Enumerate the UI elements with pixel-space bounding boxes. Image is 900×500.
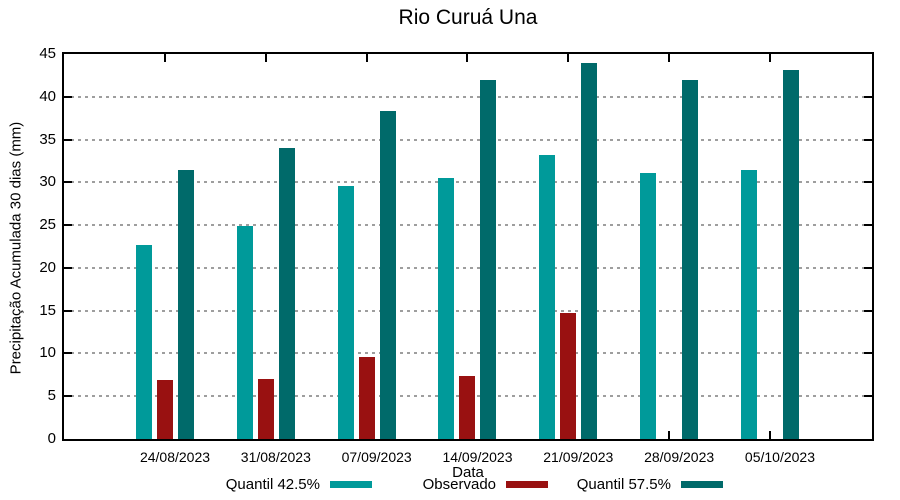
y-tick-left-20 [64,266,72,269]
y-tick-left-25 [64,224,72,227]
x-tick-label-05-10-2023: 05/10/2023 [744,449,815,465]
y-tick-label-10: 10 [39,344,56,362]
gridline-y-20 [64,266,872,269]
bar-quantil-42-5-31-08-2023 [236,225,253,439]
bar-observado-14-09-2023 [459,375,476,439]
y-tick-left-35 [64,138,72,141]
x-tick-top-31-08-2023 [264,54,267,62]
x-tick-top-21-09-2023 [567,54,570,62]
y-tick-label-30: 30 [39,173,56,191]
x-tick-label-21-09-2023: 21/09/2023 [543,449,614,465]
chart-title: Rio Curuá Una [398,6,538,29]
x-tick-label-14-09-2023: 14/09/2023 [442,449,513,465]
bar-quantil-57-5-05-10-2023 [782,70,799,439]
x-tick-bottom-28-09-2023 [668,431,671,439]
bar-observado-31-08-2023 [257,379,274,439]
x-tick-bottom-05-10-2023 [768,431,771,439]
y-tick-label-5: 5 [47,387,56,405]
legend-item-quantil-42-5: Quantil 42.5% [225,475,372,493]
x-tick-top-24-08-2023 [164,54,166,62]
y-tick-right-35 [864,138,872,141]
y-tick-left-5 [64,395,72,398]
legend-swatch-quantil-42-5 [330,480,372,488]
x-tick-top-05-10-2023 [768,54,771,62]
y-tick-right-15 [864,309,872,312]
bar-observado-07-09-2023 [358,356,375,439]
x-axis-label: Data [452,464,484,481]
y-tick-label-15: 15 [39,301,56,319]
y-tick-label-40: 40 [39,87,56,105]
gridline-y-10 [64,352,872,355]
y-tick-label-35: 35 [39,130,56,148]
x-tick-label-28-09-2023: 28/09/2023 [644,449,715,465]
plot-area [62,52,874,441]
x-tick-label-24-08-2023: 24/08/2023 [139,449,211,465]
legend-label-quantil-42-5: Quantil 42.5% [225,475,320,493]
legend-item-quantil-57-5: Quantil 57.5% [576,475,723,493]
bar-quantil-57-5-24-08-2023 [178,169,194,439]
gridline-y-35 [64,138,872,141]
y-tick-label-45: 45 [39,45,56,62]
y-axis-label: Precipitação Acumulada 30 dias (mm) [7,121,25,375]
y-tick-right-40 [864,95,872,98]
gridline-y-40 [64,95,872,98]
bar-quantil-57-5-07-09-2023 [379,111,396,439]
bar-observado-24-08-2023 [157,379,173,439]
y-tick-left-10 [64,352,72,355]
bar-quantil-42-5-07-09-2023 [337,185,354,439]
y-tick-label-20: 20 [39,258,56,276]
gridline-y-25 [64,224,872,227]
y-tick-left-15 [64,309,72,312]
y-tick-left-30 [64,181,72,184]
y-tick-right-20 [864,266,872,269]
legend-swatch-quantil-57-5 [681,480,723,488]
y-tick-right-10 [864,352,872,355]
bar-quantil-42-5-14-09-2023 [438,178,455,439]
bar-quantil-57-5-28-09-2023 [682,79,699,439]
bar-observado-21-09-2023 [560,313,577,439]
y-tick-right-25 [864,224,872,227]
legend-item-observado: Observado [422,475,548,493]
y-tick-right-5 [864,395,872,398]
gridline-y-15 [64,309,872,312]
x-tick-top-07-09-2023 [365,54,368,62]
bar-quantil-57-5-31-08-2023 [278,148,295,439]
bar-quantil-57-5-21-09-2023 [581,63,598,439]
y-tick-label-0: 0 [47,430,56,447]
y-tick-left-40 [64,95,72,98]
legend-swatch-observado [506,480,548,488]
bar-quantil-42-5-05-10-2023 [740,170,757,439]
legend-label-observado: Observado [422,475,496,493]
legend-label-quantil-57-5: Quantil 57.5% [576,475,671,493]
y-tick-label-25: 25 [39,216,56,234]
x-tick-label-07-09-2023: 07/09/2023 [341,449,412,465]
bar-quantil-57-5-14-09-2023 [480,79,497,439]
x-tick-top-14-09-2023 [466,54,469,62]
y-tick-right-30 [864,181,872,184]
bar-quantil-42-5-24-08-2023 [136,244,152,439]
gridline-y-30 [64,181,872,184]
x-tick-top-28-09-2023 [668,54,671,62]
x-tick-label-31-08-2023: 31/08/2023 [240,449,311,465]
bar-quantil-42-5-21-09-2023 [539,154,556,439]
bar-quantil-42-5-28-09-2023 [640,172,657,439]
